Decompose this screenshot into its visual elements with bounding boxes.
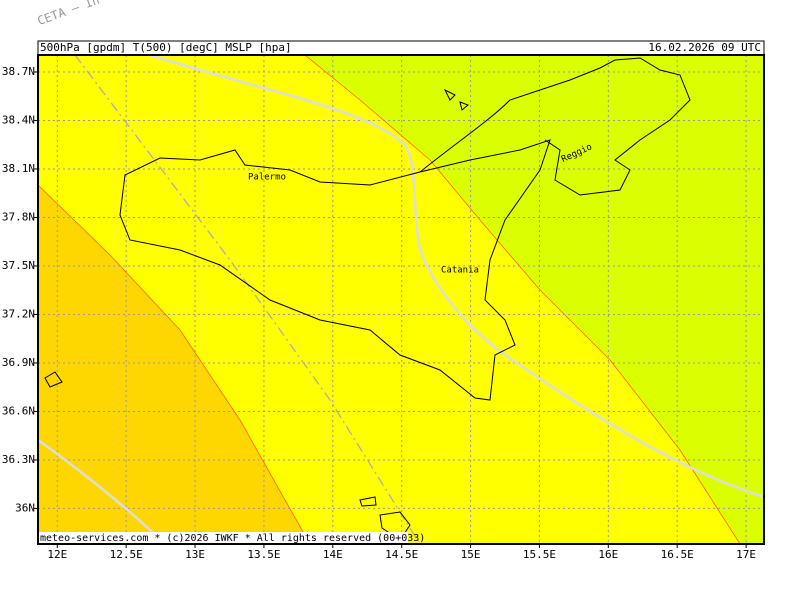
footer: meteo-services.com * (c)2026 IWKF * All … <box>40 533 425 544</box>
y-tick-label: 38.7N <box>2 65 35 78</box>
x-tick-label: 15.5E <box>523 548 556 561</box>
height-contour <box>74 54 421 545</box>
y-tick-label: 36.6N <box>2 404 35 417</box>
plot-frame <box>37 54 765 545</box>
x-tick-label: 14E <box>323 548 343 561</box>
x-tick-label: 12E <box>47 548 67 561</box>
x-tick-label: 14.5E <box>385 548 418 561</box>
x-tick-label: 16.5E <box>661 548 694 561</box>
coastline-calabria <box>419 57 691 196</box>
place-label: Palermo <box>248 173 286 183</box>
x-tick-label: 13E <box>185 548 205 561</box>
header-left: 500hPa [gpdm] T(500) [degC] MSLP [hpa] <box>40 41 292 54</box>
y-tick-label: 36.9N <box>2 356 35 369</box>
place-label: Catania <box>441 266 479 276</box>
x-tick-label: 12.5E <box>110 548 143 561</box>
y-tick-label: 37.2N <box>2 307 35 320</box>
x-tick-label: 17E <box>736 548 756 561</box>
y-tick-label: 37.5N <box>2 259 35 272</box>
isobar <box>149 53 765 499</box>
x-tick-label: 13.5E <box>247 548 280 561</box>
plot: Palermo Catania Reggio meteo-services.co… <box>37 53 765 545</box>
x-tick-label: 16E <box>598 548 618 561</box>
y-tick-label: 38.1N <box>2 162 35 175</box>
footer-bg <box>38 532 408 544</box>
y-tick-label: 36N <box>15 501 35 514</box>
x-tick-label: 15E <box>461 548 481 561</box>
watermark: CETA – In <box>35 0 101 28</box>
y-tick-label: 38.4N <box>2 113 35 126</box>
isobar <box>37 438 166 545</box>
header-right: 16.02.2026 09 UTC <box>648 41 761 54</box>
coastline-sicily <box>119 139 551 401</box>
y-tick-label: 37.8N <box>2 210 35 223</box>
y-tick-label: 36.3N <box>2 453 35 466</box>
